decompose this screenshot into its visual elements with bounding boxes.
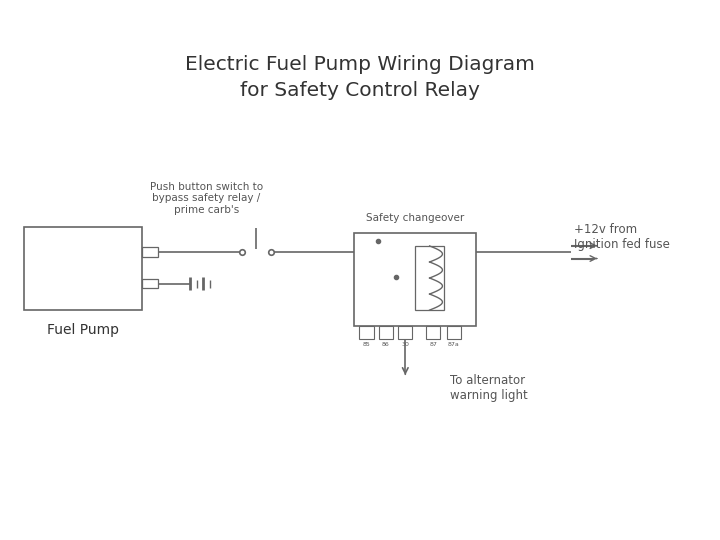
Text: Fuel Pump: Fuel Pump bbox=[47, 323, 119, 338]
Text: 86: 86 bbox=[382, 342, 390, 347]
Bar bbox=[446, 326, 461, 340]
Text: Push button switch to
bypass safety relay /
prime carb's: Push button switch to bypass safety rela… bbox=[150, 182, 263, 215]
Text: Earth: Earth bbox=[119, 279, 139, 288]
Bar bbox=[354, 233, 476, 326]
Text: +12v from
Ignition fed fuse: +12v from Ignition fed fuse bbox=[575, 224, 670, 251]
Text: for Safety Control Relay: for Safety Control Relay bbox=[240, 82, 480, 100]
Bar bbox=[398, 326, 413, 340]
Bar bbox=[24, 227, 142, 310]
Bar bbox=[142, 247, 158, 257]
Text: To alternator
warning light: To alternator warning light bbox=[450, 374, 528, 402]
Text: Electric Fuel Pump Wiring Diagram: Electric Fuel Pump Wiring Diagram bbox=[185, 55, 535, 74]
Text: 87: 87 bbox=[429, 342, 437, 347]
Text: Safety changeover: Safety changeover bbox=[366, 213, 464, 223]
Bar bbox=[426, 326, 441, 340]
Text: +12v: +12v bbox=[119, 248, 139, 256]
Text: 30: 30 bbox=[401, 342, 409, 347]
Text: 87a: 87a bbox=[448, 342, 460, 347]
Bar bbox=[359, 326, 374, 340]
Text: 85: 85 bbox=[363, 342, 370, 347]
Bar bbox=[142, 279, 158, 288]
Bar bbox=[415, 246, 444, 310]
Bar bbox=[379, 326, 393, 340]
